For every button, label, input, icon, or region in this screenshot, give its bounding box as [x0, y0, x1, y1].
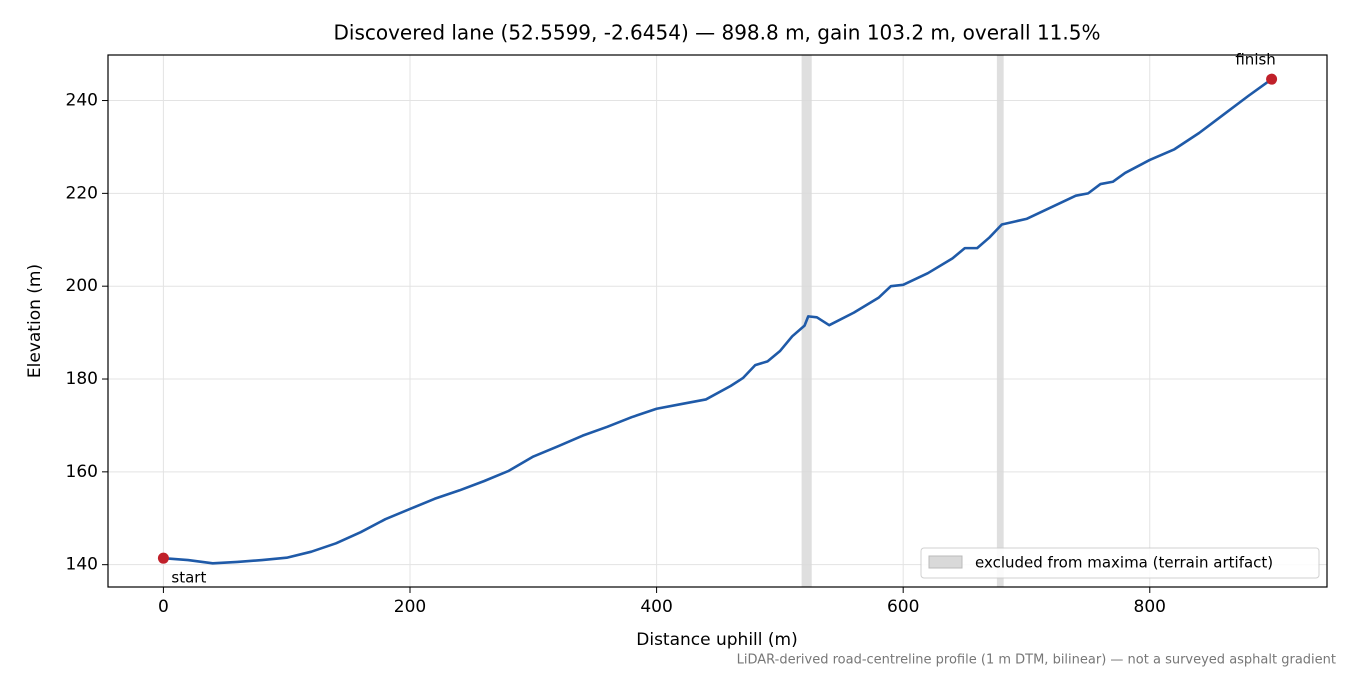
- y-tick-label: 240: [66, 91, 98, 111]
- y-tick-label: 220: [66, 183, 98, 203]
- legend-box: [920, 547, 1320, 579]
- x-tick-label: 400: [640, 597, 672, 617]
- x-tick-label: 600: [887, 597, 919, 617]
- x-tick-label: 0: [158, 597, 169, 617]
- legend-label: excluded from maxima (terrain artifact): [975, 554, 1273, 572]
- plot-frame: [107, 54, 1328, 588]
- annotation: start: [171, 569, 206, 587]
- excluded-span: [996, 55, 1004, 587]
- elevation-line: [163, 78, 1273, 565]
- chart-title: Discovered lane (52.5599, -2.6454) — 898…: [333, 21, 1100, 45]
- y-tick-label: 140: [66, 555, 98, 575]
- legend-swatch: [928, 555, 963, 569]
- y-tick-label: 160: [66, 462, 98, 482]
- endpoint-marker: [157, 552, 169, 564]
- legend: excluded from maxima (terrain artifact): [920, 547, 1320, 579]
- endpoint-marker: [1266, 73, 1278, 85]
- y-tick-label: 180: [66, 369, 98, 389]
- y-tick-label: 200: [66, 276, 98, 296]
- x-tick-label: 800: [1134, 597, 1166, 617]
- annotation: finish: [1235, 51, 1275, 69]
- y-axis-label: Elevation (m): [25, 264, 45, 378]
- footnote: LiDAR-derived road-centreline profile (1…: [737, 653, 1336, 668]
- x-axis-label: Distance uphill (m): [636, 630, 797, 650]
- x-tick-label: 200: [394, 597, 426, 617]
